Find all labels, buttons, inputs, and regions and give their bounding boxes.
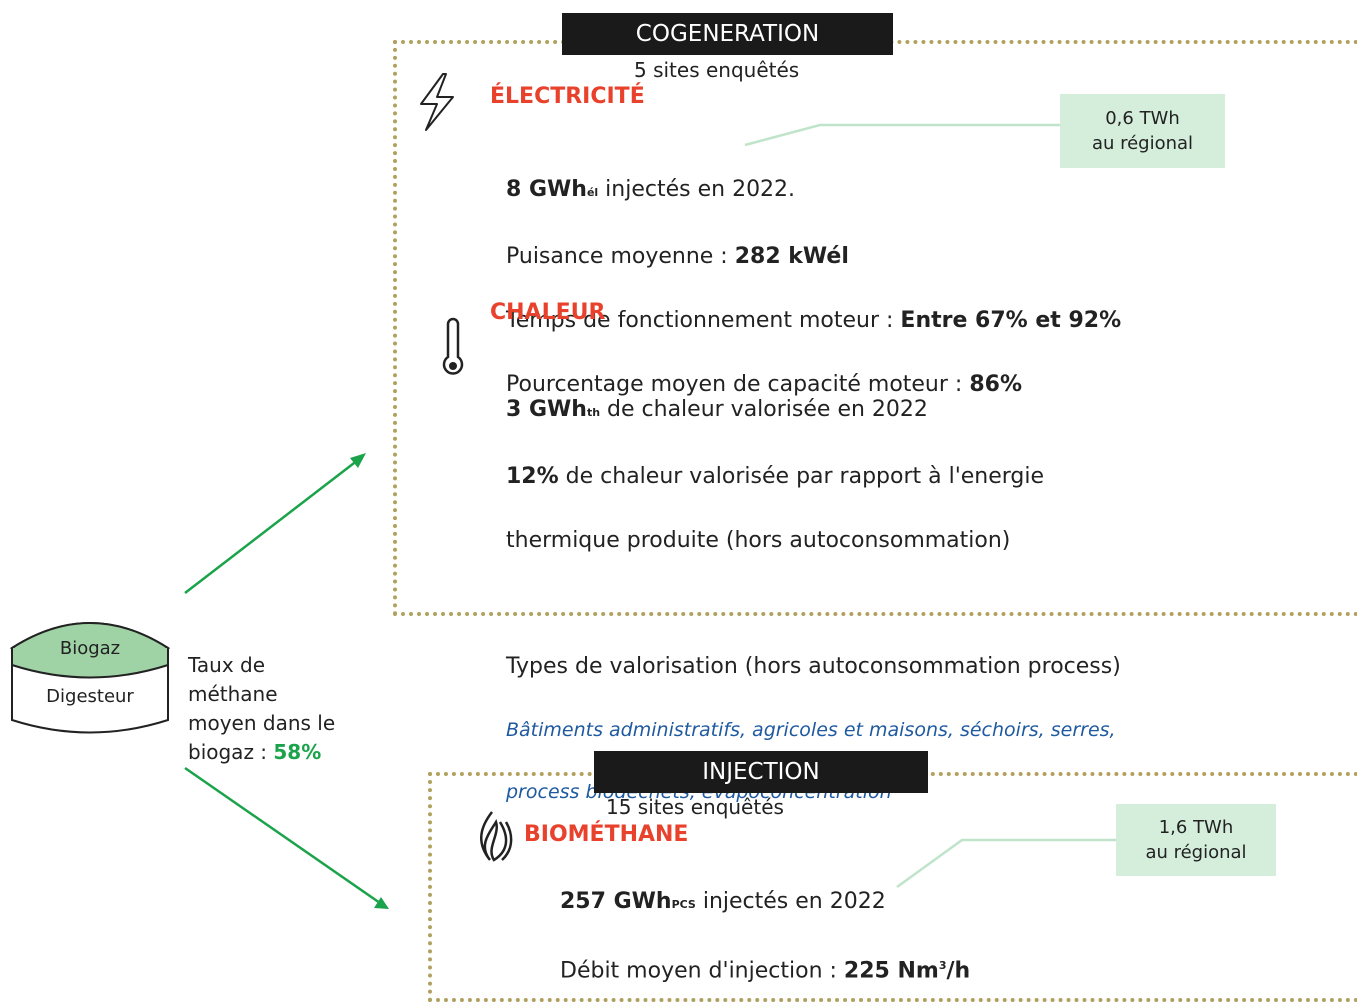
text-line: Puisance moyenne : 282 kWél [506,241,1121,273]
text-line: thermique produite (hors autoconsommatio… [506,528,1011,553]
superscript: 3 [938,959,947,972]
arrow-head [374,897,389,909]
value: 282 kWél [734,244,849,269]
value: 3 GWh [506,397,587,422]
value: 58% [273,740,322,764]
unit: PCS [671,898,696,911]
heading: BIOMÉTHANE [524,822,689,847]
text: injectés en 2022 [695,889,886,914]
callout-value: 1,6 TWh [1158,817,1234,838]
text: Puisance moyenne : [506,244,735,269]
sites: 15 sites enquêtés [606,795,784,819]
heading: CHALEUR [490,300,606,325]
text-line: moyen dans le [188,711,336,735]
text-line: Débit moyen d'injection : 225 Nm3/h [560,950,970,987]
digester-bottom: Digesteur [46,686,134,707]
digester-dome-band [11,648,169,679]
value-suffix: /h [946,958,971,984]
heading: ÉLECTRICITÉ [490,84,645,109]
text-line: 8 GWhél injectés en 2022. [506,174,1121,209]
callout-text: au régional [1091,133,1194,154]
text: Pourcentage moyen de capacité moteur : [506,372,970,397]
text-line: 3 GWhth de chaleur valorisée en 2022 [506,394,1121,429]
text-line: Temps de fonctionnement moteur : Entre 6… [506,305,1121,337]
text-line: biogaz : 58% [188,738,335,767]
thermometer-icon [442,317,464,375]
callout-text: au régional [1145,842,1247,863]
value: 225 Nm [843,958,939,984]
value: 8 GWh [506,177,587,202]
thermometer-bulb [449,362,457,370]
arrow-head [350,453,366,468]
sites: 5 sites enquêtés [634,58,800,82]
value: Entre 67% et 92% [900,308,1122,333]
value: 86% [969,372,1022,397]
spacer [506,589,1121,619]
text: injectés en 2022. [598,177,796,202]
text: Temps de fonctionnement moteur : [506,308,901,333]
value: 257 GWh [560,889,672,914]
text-block: 3 GWhth de chaleur valorisée en 2022 12%… [506,362,1121,839]
callout: 0,6 TWh au régional [1060,94,1225,168]
text-block: 8 GWhél injectés en 2022. Puisance moyen… [506,142,1121,433]
section-title: INJECTION [594,751,928,793]
callout-line [896,838,1116,889]
section-title: COGENERATION [562,13,893,55]
arrow [184,459,359,594]
text: biogaz : [188,740,274,764]
text-line: 257 GWhPCS injectés en 2022 [560,886,886,921]
list-line: Bâtiments administratifs, agricoles et m… [506,719,1116,741]
methane-text: Taux de méthane moyen dans le biogaz : 58% [188,622,335,767]
text-line: Taux de [188,653,266,677]
value: 12% [506,464,559,489]
flame-icon [480,811,508,862]
text-line: méthane [188,682,278,706]
unit: th [586,406,601,419]
unit: él [586,186,599,199]
callout: 1,6 TWh au régional [1116,804,1276,876]
callout-value: 0,6 TWh [1105,108,1180,129]
text-line: Types de valorisation (hors autoconsomma… [506,654,1121,679]
text: de chaleur valorisée par rapport à l'ene… [558,464,1045,489]
text-line: 12% de chaleur valorisée par rapport à l… [506,461,1121,493]
lightning-icon [420,73,454,131]
text: de chaleur valorisée en 2022 [600,397,928,422]
digester-top: Biogaz [59,638,121,659]
callout-line [744,123,1060,147]
text: Débit moyen d'injection : [560,958,844,984]
text-line: Pourcentage moyen de capacité moteur : 8… [506,369,1121,401]
arrow [184,766,381,905]
flame-icon [501,821,513,861]
